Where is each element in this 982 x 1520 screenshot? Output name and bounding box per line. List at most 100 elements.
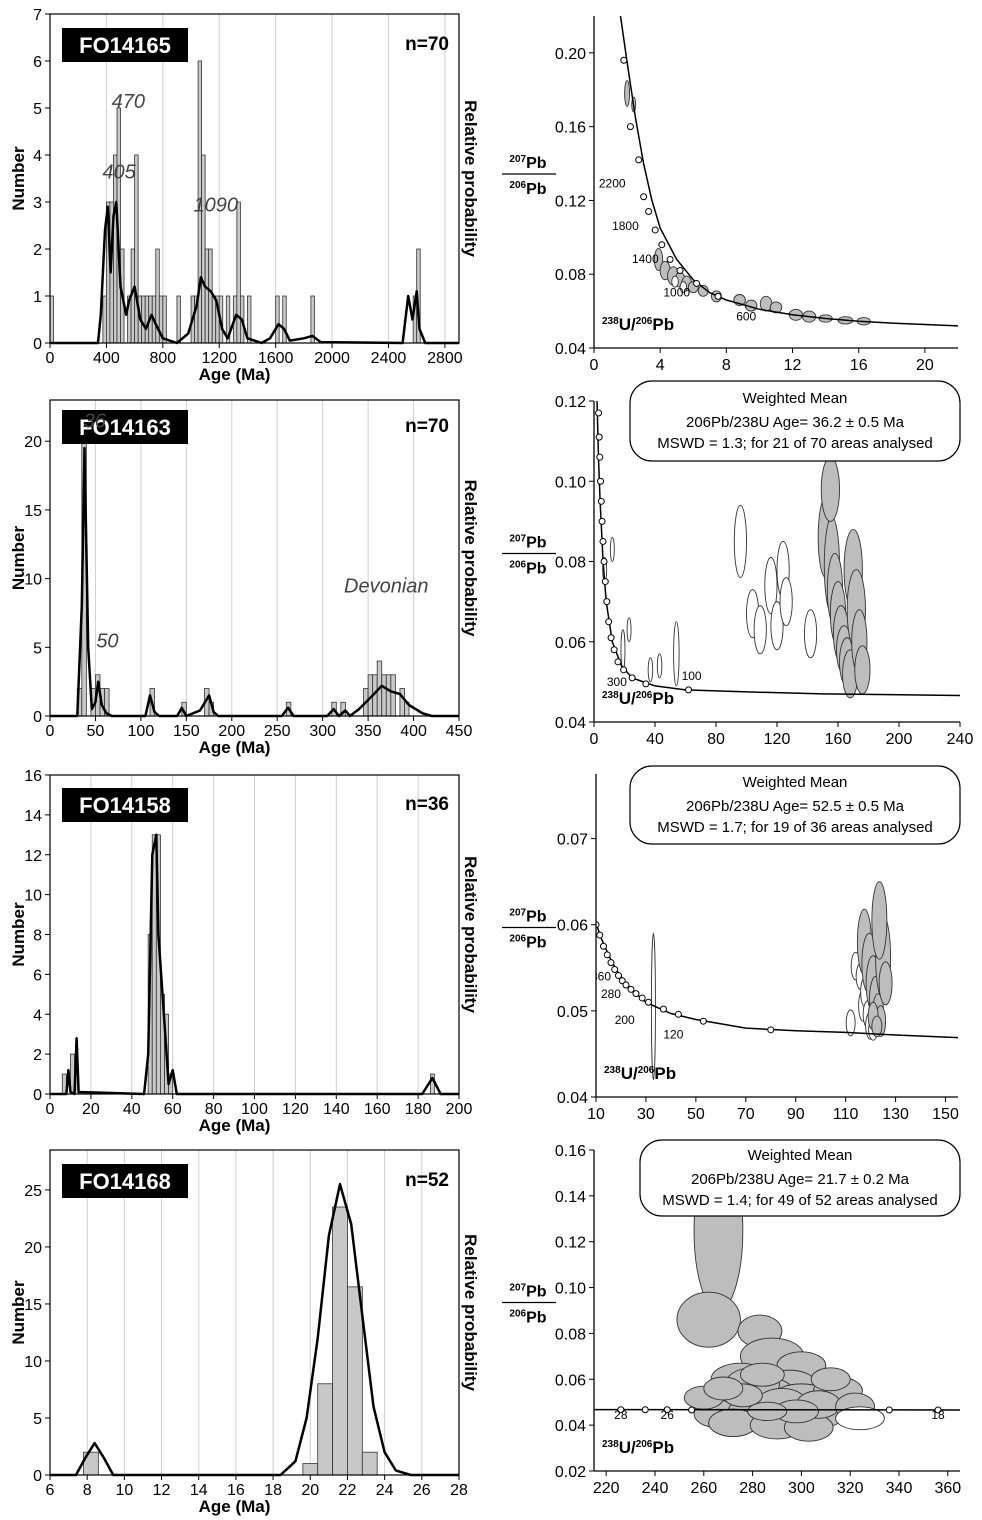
x-tick-label: 260: [690, 1480, 717, 1497]
histogram-bar: [211, 295, 217, 344]
y-tick-label: 0.06: [555, 635, 586, 652]
weighted-mean-frame: [639, 1139, 961, 1217]
element: Pb: [526, 909, 547, 926]
x-tick-label: 16: [850, 357, 868, 374]
x-tick-label: 60: [164, 1101, 182, 1118]
concordia-curve: [596, 922, 958, 1039]
y-tick-label: 6: [33, 54, 42, 71]
concordia-panel-2: 300 100 0 40 80 120 160 200 240 0.04 0.06 0.08 0.10 0…: [502, 380, 973, 748]
concordia-age-marker: [676, 267, 684, 275]
concordia-age-marker: [610, 646, 618, 654]
element: Pb: [526, 1310, 547, 1327]
x-tick-label: 340: [886, 1480, 913, 1497]
x-tick-label: 220: [593, 1480, 620, 1497]
x-tick-label: 300: [309, 723, 336, 740]
histogram-bar: [381, 674, 387, 717]
concordia-age-marker: [638, 994, 646, 1002]
concordia-age-marker: [620, 666, 628, 674]
element: U/: [619, 1438, 636, 1457]
x-tick-label: 120: [764, 731, 791, 748]
y-tick-label: 0.12: [555, 193, 586, 210]
data-ellipse: [679, 281, 688, 294]
x-tick-label: 240: [642, 1480, 669, 1497]
plot-area: 360 280 200 120: [591, 881, 958, 1081]
data-ellipse: [609, 536, 615, 562]
concordia-age-marker: [666, 255, 674, 263]
concordia-age-marker: [598, 517, 606, 525]
x-tick-label: 300: [788, 1480, 815, 1497]
concordia-age-marker: [618, 977, 626, 985]
concordia-age-marker: [714, 292, 722, 300]
x-tick-label: 0: [46, 350, 55, 367]
data-ellipse: [647, 657, 654, 683]
y-tick-label: 0.16: [555, 1143, 586, 1160]
x-tick-label: 26: [413, 1482, 431, 1499]
histogram-bar: [275, 295, 280, 344]
x-axis-label: 238U/206Pb: [602, 1438, 674, 1457]
weighted-mean-box: Weighted Mean 206Pb/238U Age= 52.5 ± 0.5 …: [629, 765, 961, 845]
weighted-mean-frame: [629, 765, 961, 845]
age-marker-label: 1800: [612, 219, 639, 233]
data-ellipse: [653, 247, 664, 271]
x-tick-label: 400: [93, 350, 120, 367]
histogram-bar: [176, 295, 181, 344]
probability-curve: [50, 446, 459, 718]
concordia-age-marker: [628, 674, 636, 682]
y-tick-label: 0.04: [555, 715, 586, 732]
x-tick-label: 1200: [201, 350, 237, 367]
x-axis-label: Age (Ma): [199, 738, 271, 757]
y-tick-label: 1: [33, 289, 42, 306]
superscript: 206: [509, 560, 526, 571]
x-tick-label: 70: [737, 1106, 755, 1123]
y-tick-label: 0.05: [557, 1004, 588, 1021]
superscript: 206: [509, 934, 526, 945]
element: U/: [619, 315, 636, 334]
y-tick-label: 20: [24, 1240, 42, 1257]
sample-label-box: [62, 28, 188, 62]
y-tick-label: 0.06: [555, 1372, 586, 1389]
y-tick-label: 0.04: [555, 1418, 586, 1435]
weighted-mean-box: Weighted Mean 206Pb/238U Age= 21.7 ± 0.2 …: [639, 1139, 961, 1217]
x-tick-label: 20: [301, 1482, 319, 1499]
concordia-age-marker: [658, 241, 666, 249]
x-tick-label: 360: [934, 1480, 961, 1497]
y-axis-label: Number: [9, 146, 28, 211]
element: Pb: [652, 689, 674, 708]
y-tick-label: 10: [24, 888, 42, 905]
y-tick-label: 0.20: [555, 46, 586, 63]
x-tick-label: 800: [149, 350, 176, 367]
y-tick-label: 0.10: [555, 1281, 586, 1298]
superscript: 206: [636, 1439, 653, 1450]
y-tick-label: 0.16: [555, 120, 586, 137]
data-ellipse: [820, 456, 840, 522]
histogram-bar: [204, 248, 210, 344]
probability-curve: [50, 200, 459, 345]
weighted-mean-mswd: MSWD = 1.7; for 19 of 36 areas analysed: [657, 819, 933, 836]
y-tick-label: 4: [33, 1007, 42, 1024]
element: Pb: [526, 535, 547, 552]
superscript: 238: [602, 316, 619, 327]
sample-label-box: [62, 410, 188, 444]
histogram-bar: [236, 201, 241, 344]
y-tick-label: 6: [33, 967, 42, 984]
x-tick-label: 50: [87, 723, 105, 740]
weighted-mean-title: Weighted Mean: [743, 390, 848, 407]
x-tick-label: 12: [153, 1482, 171, 1499]
age-marker-label: 28: [614, 1408, 628, 1422]
age-marker-label: 1000: [663, 285, 690, 299]
concordia-age-marker: [600, 558, 608, 565]
concordia-age-marker: [645, 208, 653, 216]
x-axis-label: Age (Ma): [199, 365, 271, 384]
x-tick-label: 280: [739, 1480, 766, 1497]
weighted-mean-age: 206Pb/238U Age= 21.7 ± 0.2 Ma: [691, 1171, 910, 1188]
concordia-age-marker: [597, 497, 605, 505]
y-tick-label: 0.08: [555, 555, 586, 572]
age-marker-label: 1400: [632, 252, 659, 266]
y-tick-label: 0.04: [555, 341, 586, 358]
concordia-age-marker: [599, 942, 607, 950]
age-marker-label: 360: [591, 970, 611, 984]
x-tick-label: 22: [339, 1482, 357, 1499]
peak-annotation: 405: [102, 162, 136, 184]
data-ellipse: [673, 621, 680, 687]
y-label-numerator: 207Pb: [509, 1283, 546, 1301]
